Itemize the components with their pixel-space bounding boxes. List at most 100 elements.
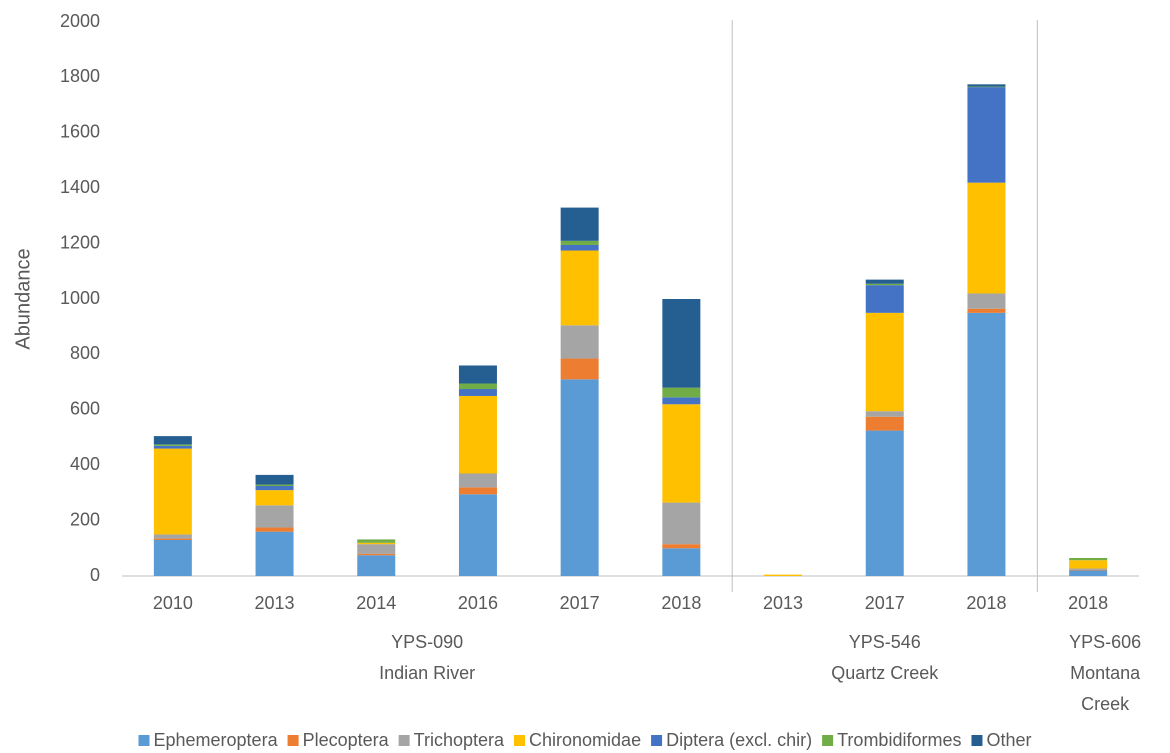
bar-segment	[560, 325, 599, 359]
bar-segment	[560, 250, 599, 326]
bar-segment	[153, 539, 192, 576]
y-tick-label: 400	[70, 454, 100, 474]
y-tick-label: 600	[70, 399, 100, 419]
legend-swatch	[398, 735, 410, 746]
x-tick-label: 2013	[763, 593, 803, 613]
bar-segment	[1069, 570, 1108, 576]
y-tick-label: 0	[90, 565, 100, 585]
bar-segment	[967, 312, 1006, 576]
bar-segment	[153, 444, 192, 446]
bar-segment	[458, 383, 497, 390]
bar-segment	[1069, 557, 1108, 561]
legend-label: Plecoptera	[303, 730, 390, 750]
bar-segment	[662, 299, 701, 388]
legend-swatch	[971, 735, 983, 746]
bar-segment	[153, 534, 192, 539]
y-tick-label: 1400	[60, 177, 100, 197]
bar-segment	[967, 308, 1006, 313]
legend-label: Trombidiformes	[837, 730, 961, 750]
bar-segment	[255, 531, 294, 576]
x-tick-label: 2017	[560, 593, 600, 613]
bar-segment	[967, 182, 1006, 294]
bar-segment	[865, 285, 904, 313]
group-label: YPS-606	[1069, 632, 1141, 652]
legend-label: Ephemeroptera	[154, 730, 279, 750]
bar-segment	[255, 505, 294, 528]
y-tick-label: 1800	[60, 66, 100, 86]
bar-segment	[560, 244, 599, 251]
x-tick-label: 2018	[966, 593, 1006, 613]
bar-segment	[865, 416, 904, 431]
bar-segment	[357, 542, 396, 545]
x-tick-label: 2013	[255, 593, 295, 613]
x-tick-label: 2018	[661, 593, 701, 613]
bar-segment	[865, 283, 904, 286]
bar-segment	[560, 240, 599, 245]
legend-label: Chironomidae	[529, 730, 641, 750]
x-tick-label: 2017	[865, 593, 905, 613]
bar-segment	[255, 485, 294, 491]
bar-segment	[153, 445, 192, 449]
bar-segment	[764, 574, 803, 576]
legend-swatch	[822, 735, 834, 746]
legend-swatch	[287, 735, 299, 746]
legend-label: Trichoptera	[414, 730, 505, 750]
bar-segment	[662, 548, 701, 576]
bar-segment	[662, 387, 701, 398]
bar-segment	[357, 544, 396, 554]
group-label: Quartz Creek	[831, 663, 939, 683]
bar-segment	[560, 379, 599, 576]
bar-segment	[1069, 568, 1108, 570]
x-tick-label: 2018	[1068, 593, 1108, 613]
y-tick-label: 2000	[60, 11, 100, 31]
bar-segment	[458, 395, 497, 474]
y-tick-label: 1600	[60, 122, 100, 142]
legend-swatch	[651, 735, 663, 746]
x-tick-label: 2010	[153, 593, 193, 613]
bar-segment	[458, 473, 497, 488]
group-label: Montana	[1070, 663, 1141, 683]
bar-segment	[865, 430, 904, 576]
bar-segment	[458, 365, 497, 384]
bar-segment	[357, 553, 396, 556]
bar-segment	[967, 84, 1006, 87]
bar-segment	[560, 207, 599, 241]
bar-segment	[662, 544, 701, 549]
legend-swatch	[514, 735, 526, 746]
bar-segment	[255, 527, 294, 532]
group-label: Indian River	[379, 663, 475, 683]
bar-segment	[865, 411, 904, 417]
bar-segment	[865, 312, 904, 412]
x-tick-label: 2014	[356, 593, 396, 613]
bar-segment	[357, 555, 396, 576]
bar-segment	[458, 389, 497, 396]
legend-swatch	[138, 735, 150, 746]
bar-segment	[255, 490, 294, 506]
bar-segment	[357, 539, 396, 543]
y-tick-label: 200	[70, 509, 100, 529]
bar-segment	[153, 448, 192, 535]
legend-label: Diptera (excl. chir)	[666, 730, 812, 750]
group-label: YPS-546	[849, 632, 921, 652]
group-label: YPS-090	[391, 632, 463, 652]
y-axis-label: Abundance	[12, 248, 34, 349]
bar-segment	[662, 502, 701, 545]
bar-segment	[153, 436, 192, 445]
group-label: Creek	[1081, 694, 1130, 714]
legend-label: Other	[986, 730, 1031, 750]
bar-segment	[255, 474, 294, 485]
x-tick-label: 2016	[458, 593, 498, 613]
bar-segment	[560, 358, 599, 380]
bar-segment	[255, 484, 294, 486]
bar-segment	[967, 293, 1006, 309]
bar-segment	[458, 494, 497, 576]
bar-segment	[967, 86, 1006, 88]
bar-segment	[458, 487, 497, 495]
bar-segment	[865, 279, 904, 284]
y-tick-label: 800	[70, 343, 100, 363]
bar-segment	[967, 87, 1006, 183]
y-tick-label: 1200	[60, 232, 100, 252]
bar-segment	[662, 404, 701, 503]
bar-segment	[662, 397, 701, 405]
